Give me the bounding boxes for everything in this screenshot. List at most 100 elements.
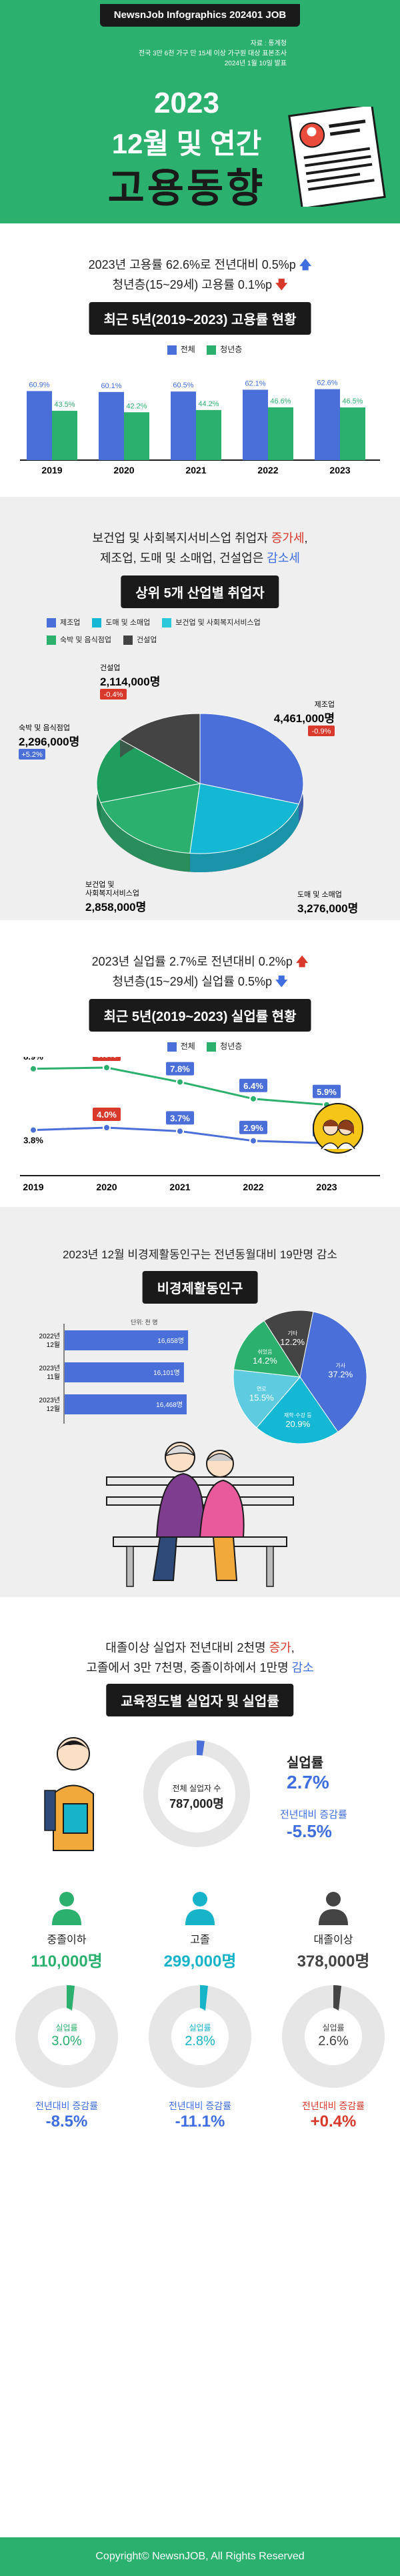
- rate-change-value: -5.5%: [287, 1821, 332, 1841]
- tick-label: 2019: [41, 465, 62, 475]
- group-change: -8.5%: [45, 2113, 88, 2131]
- legend-swatch-youth: [207, 1042, 217, 1052]
- label-box: [93, 1108, 121, 1121]
- slice-amount: 3,276,000명: [297, 902, 358, 914]
- data-point: [103, 1064, 111, 1072]
- data-label: 60.9%: [29, 381, 49, 389]
- up-arrow-icon: 🡅: [299, 258, 312, 271]
- pie-slice: [233, 1320, 301, 1378]
- group-rate: 2.8%: [185, 2034, 215, 2049]
- lead-highlight: 증가세: [271, 531, 305, 545]
- lead-highlight: 감소: [291, 1661, 314, 1674]
- data-label: 3.8%: [23, 1136, 43, 1146]
- data-label: 3.7%: [170, 1113, 190, 1123]
- slice-name: 쉬었음: [257, 1348, 272, 1355]
- lead-line: 제조업, 도매 및 소매업, 건설업은 감소세: [0, 549, 400, 567]
- group-change-label: 전년대비 증감률: [301, 2101, 365, 2111]
- pie-slice: [119, 713, 201, 784]
- rate-label: 실업률: [287, 1756, 324, 1770]
- tick-label: 2020: [96, 1182, 117, 1192]
- lead-text: 보건업 및 사회복지서비스업 취업자: [92, 531, 271, 545]
- pie-slice: [100, 783, 201, 854]
- education-group: 중졸이하 110,000명 실업률 3.0% 전년대비 증감률 -8.5%: [7, 1890, 127, 2131]
- lead-text: 2023년 12월 비경제활동인구는 전년동월대비 19만명 감소: [62, 1248, 338, 1261]
- tick-label: 2021: [185, 465, 206, 475]
- pie-slice: [233, 1369, 301, 1428]
- data-label: 2.9%: [243, 1123, 263, 1133]
- donut-segment: [333, 1985, 341, 2011]
- bar-youth: [52, 411, 77, 460]
- data-label: 44.2%: [198, 400, 219, 408]
- legend-item: 건설업: [123, 634, 157, 646]
- data-label: 46.6%: [270, 397, 291, 405]
- pie-callout: 숙박 및 음식점업 2,296,000명 +5.2%: [19, 724, 79, 760]
- legend-swatch-total: [167, 1042, 177, 1052]
- pie-slice: [256, 1376, 339, 1444]
- legend-item: 제조업: [47, 617, 80, 628]
- tick-label: 11월: [47, 1373, 60, 1381]
- lead-highlight: 감소세: [267, 551, 300, 565]
- people-avatar-icon: [313, 1103, 363, 1154]
- bar-youth: [268, 407, 293, 460]
- bar-total: [315, 389, 340, 460]
- change-badge: [100, 689, 127, 700]
- title-line3: 고용동향: [107, 166, 266, 211]
- label-box: [313, 1084, 341, 1098]
- group-rate: 3.0%: [51, 2034, 82, 2049]
- group-change: +0.4%: [310, 2113, 357, 2131]
- slice-label: 12.2%: [280, 1337, 305, 1347]
- data-label: 62.6%: [317, 379, 337, 387]
- change-badge: [308, 726, 335, 736]
- legend-item: 보건업 및 사회복지서비스업: [162, 617, 261, 628]
- legend-item: 숙박 및 음식점업: [47, 634, 111, 646]
- slice-amount: 2,114,000명: [100, 676, 160, 688]
- inactive-bar-chart: 16,658명2022년12월16,101명2023년11월16,468명202…: [39, 1324, 189, 1424]
- unit-label: 단위: 천 명: [131, 1319, 158, 1326]
- data-label: 60.5%: [173, 381, 193, 389]
- lead-text: 2023년 고용률 62.6%로 전년대비 0.5%p: [88, 258, 296, 271]
- tick-label: 2023년: [39, 1396, 60, 1404]
- pie-callout: 건설업 2,114,000명 -0.4%: [100, 664, 160, 700]
- slice-amount: 2,296,000명: [19, 736, 79, 748]
- data-point: [249, 1136, 257, 1145]
- lead-text: 제조업, 도매 및 소매업, 건설업은: [100, 551, 267, 565]
- donut-segment: [67, 1985, 75, 2011]
- lead-text: 청년층(15~29세) 고용률 0.1%p: [112, 278, 272, 291]
- data-point: [249, 1094, 257, 1103]
- footer: Copyright© NewsnJOB, All Rights Reserved: [0, 2537, 400, 2576]
- label-box: [239, 1120, 267, 1134]
- tick-label: 12월: [47, 1341, 60, 1349]
- legend-label: 청년층: [220, 345, 243, 354]
- bar-youth: [124, 412, 149, 460]
- group-name: 중졸이하: [47, 1935, 87, 1946]
- tick-label: 2023년: [39, 1364, 60, 1372]
- label-box: [239, 1078, 267, 1092]
- total-unemployed-value: 787,000명: [169, 1797, 224, 1810]
- legend-swatch-youth: [207, 345, 217, 355]
- group-name: 대졸이상: [313, 1935, 353, 1946]
- data-point: [29, 1064, 37, 1073]
- group-rate-label: 실업률: [55, 2023, 78, 2033]
- bar-total: [171, 391, 196, 460]
- pie-callout: 제조업 4,461,000명 -0.9%: [274, 700, 335, 736]
- slice-label: 20.9%: [285, 1419, 310, 1429]
- lead-line: 2023년 고용률 62.6%로 전년대비 0.5%p 🡅: [0, 255, 400, 274]
- data-label: 43.5%: [54, 401, 75, 409]
- elderly-couple-illustration: [106, 1442, 294, 1587]
- pie-slice-side: [100, 802, 190, 872]
- donut-segment: [197, 1740, 205, 1756]
- resume-document-icon: [288, 107, 386, 207]
- data-label: 16,468명: [156, 1401, 183, 1409]
- group-donut: [282, 1985, 385, 2088]
- group-rate-label: 실업률: [322, 2023, 345, 2033]
- slice-name: 도매 및 소매업: [297, 890, 342, 899]
- lead-text: 고졸에서 3만 7천명, 중졸이하에서 1만명: [86, 1661, 292, 1674]
- education-group: 고졸 299,000명 실업률 2.8% 전년대비 증감률 -11.1%: [140, 1890, 260, 2131]
- bar: [65, 1330, 189, 1350]
- data-label: 62.1%: [245, 379, 265, 387]
- group-rate: 2.6%: [318, 2034, 349, 2049]
- header: NewsnJob Infographics 202401 JOB 자료 : 통계…: [0, 0, 400, 223]
